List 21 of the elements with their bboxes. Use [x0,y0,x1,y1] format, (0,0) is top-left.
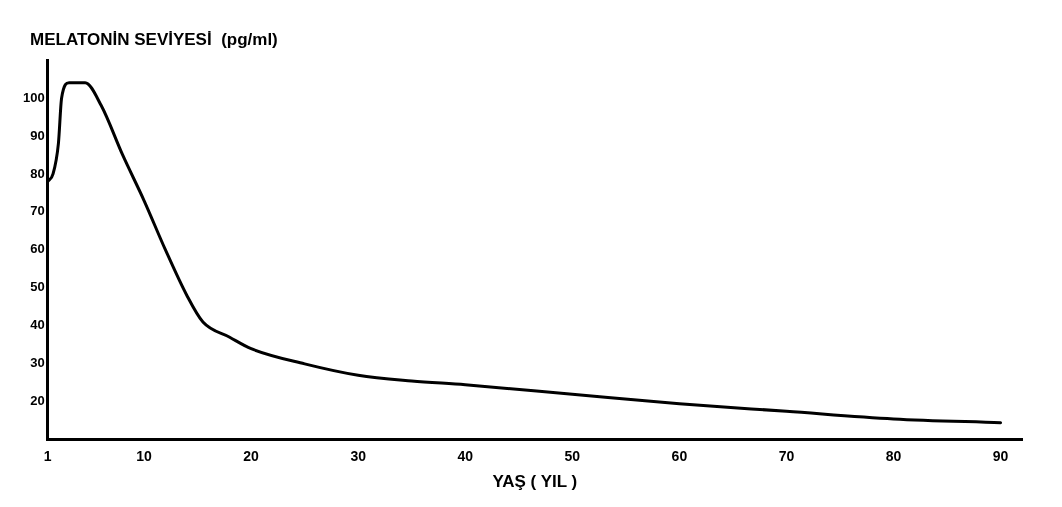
y-tick-label: 90 [30,127,45,143]
y-tick-label: 40 [30,317,45,333]
y-tick-label: 20 [30,393,45,409]
x-tick-label: 50 [564,448,581,465]
y-tick-label: 30 [30,355,45,371]
x-tick-label: 30 [350,448,367,465]
x-tick-label: 10 [136,448,153,465]
y-axis-title: MELATONİN SEVİYESİ (pg/ml) [30,29,278,49]
y-tick-label: 80 [30,165,45,181]
x-tick-label: 20 [243,448,260,465]
x-axis-title: YAŞ ( YIL ) [492,472,578,492]
y-tick-label: 100 [22,89,45,105]
x-tick-label: 80 [885,448,902,465]
x-tick-label: 1 [43,448,52,465]
y-tick-label: 70 [30,203,45,219]
x-tick-label: 60 [671,448,688,465]
y-tick-label: 60 [30,241,45,257]
x-tick-label: 40 [457,448,474,465]
y-tick-label: 50 [30,279,45,295]
x-tick-label: 90 [992,448,1009,465]
x-tick-label: 70 [778,448,795,465]
